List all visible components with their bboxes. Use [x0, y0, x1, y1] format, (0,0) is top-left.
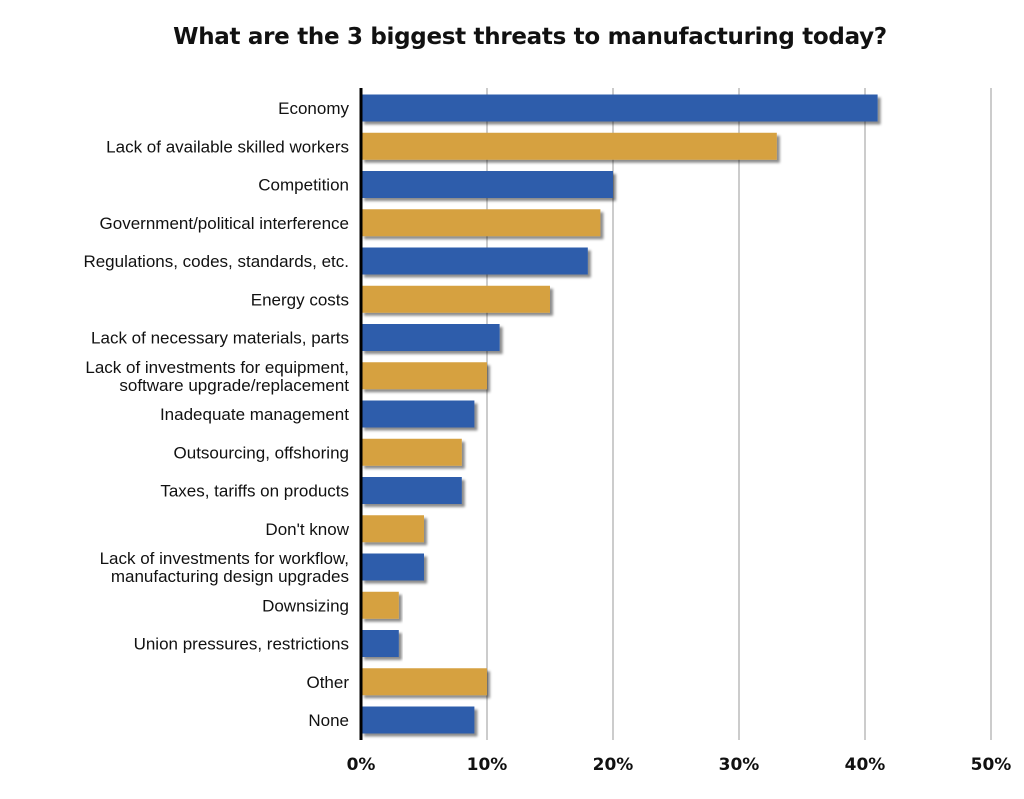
- x-axis-ticks: 0% 10% 20% 30% 40% 50%: [347, 755, 1012, 775]
- bar: [361, 285, 550, 313]
- category-label: Union pressures, restrictions: [134, 635, 349, 654]
- category-label: Downsizing: [262, 596, 349, 615]
- category-label: Competition: [258, 176, 349, 195]
- bar: [361, 171, 613, 198]
- bar: [361, 209, 601, 237]
- bar: [361, 94, 878, 122]
- category-label: Lack of available skilled workers: [106, 137, 349, 156]
- bars: [361, 94, 878, 734]
- x-tick-label: 10%: [467, 755, 508, 775]
- category-label: Don't know: [265, 520, 349, 539]
- bar: [361, 247, 588, 275]
- bar: [361, 132, 777, 160]
- category-label: Lack of investments for equipment, softwa…: [85, 358, 349, 395]
- category-label: Taxes, tariffs on products: [160, 482, 349, 501]
- bar: [361, 668, 487, 696]
- category-label: Outsourcing, offshoring: [174, 443, 349, 462]
- bar: [361, 706, 475, 734]
- x-tick-label: 40%: [845, 755, 886, 775]
- x-tick-label: 20%: [593, 755, 634, 775]
- category-labels: Economy Lack of available skilled workers…: [83, 99, 349, 730]
- x-tick-label: 50%: [971, 755, 1012, 775]
- bar: [361, 515, 424, 543]
- category-label: Economy: [278, 99, 349, 118]
- category-label: Government/political interference: [100, 214, 349, 233]
- category-label: Other: [306, 673, 349, 692]
- category-label: Energy costs: [251, 290, 349, 309]
- bar: [361, 630, 399, 657]
- bar: [361, 591, 399, 619]
- category-label: Lack of necessary materials, parts: [91, 329, 349, 348]
- x-tick-label: 30%: [719, 755, 760, 775]
- bar: [361, 362, 487, 390]
- bar: [361, 477, 462, 504]
- bar: [361, 324, 500, 351]
- bar: [361, 400, 475, 428]
- category-label: Lack of investments for workflow, manufac…: [100, 549, 349, 586]
- x-tick-label: 0%: [347, 755, 376, 775]
- category-label: Regulations, codes, standards, etc.: [83, 252, 349, 271]
- category-label: Inadequate management: [160, 405, 349, 424]
- bar: [361, 438, 462, 466]
- chart-title: What are the 3 biggest threats to manufa…: [173, 24, 887, 50]
- bar: [361, 553, 424, 581]
- category-label: None: [308, 711, 349, 730]
